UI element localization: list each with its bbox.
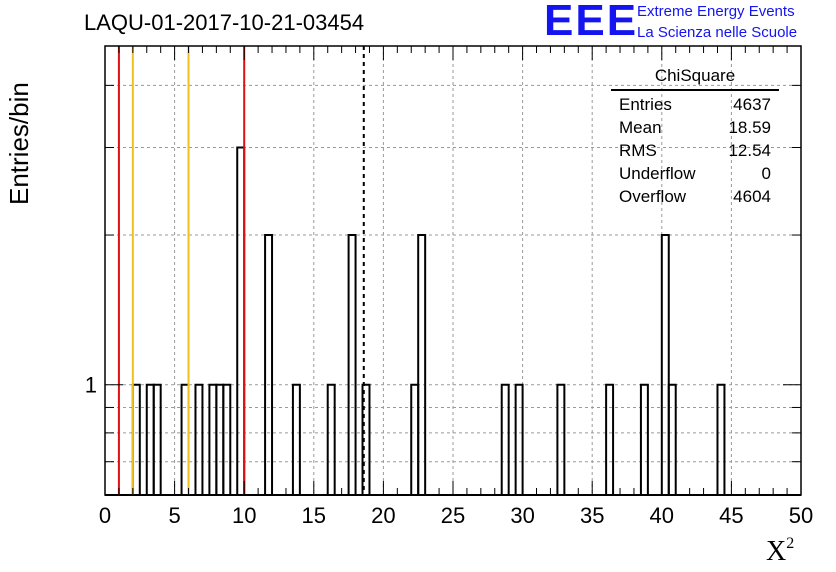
histogram-bin <box>660 234 670 495</box>
y-tick-label: 1 <box>85 373 97 398</box>
x-tick-label: 20 <box>371 503 395 528</box>
histogram-bin <box>131 383 141 495</box>
x-tick-label: 35 <box>580 503 604 528</box>
chart-title: LAQU-01-2017-10-21-03454 <box>84 10 365 35</box>
stats-value: 12.54 <box>728 141 771 160</box>
x-tick-label: 15 <box>302 503 326 528</box>
logo-line-2: La Scienza nelle Scuole <box>637 24 798 41</box>
stats-row-underflow: Underflow 0 <box>611 162 779 185</box>
histogram-bin <box>215 383 225 495</box>
stats-row-overflow: Overflow 4604 <box>611 185 779 208</box>
x-tick-label: 5 <box>168 503 180 528</box>
logo-line-1: Extreme Energy Events <box>637 3 795 20</box>
histogram-bin <box>556 383 566 495</box>
stats-value: 4604 <box>733 187 771 206</box>
stats-box-name: ChiSquare <box>611 66 779 91</box>
stats-value: 4637 <box>733 95 771 114</box>
histogram-bin <box>236 146 246 495</box>
x-tick-label: 10 <box>232 503 256 528</box>
histogram-bin <box>361 383 371 495</box>
x-axis-label-superscript: 2 <box>786 534 795 552</box>
stats-label: Entries <box>619 95 672 114</box>
stats-label: Mean <box>619 118 662 137</box>
histogram-bin <box>152 383 162 495</box>
stats-label: Overflow <box>619 187 687 206</box>
y-axis-label: Entries/bin <box>4 82 34 205</box>
stats-row-rms: RMS 12.54 <box>611 139 779 162</box>
stats-label: Underflow <box>619 164 696 183</box>
x-tick-label: 45 <box>719 503 743 528</box>
histogram-bin <box>500 383 510 495</box>
histogram-bin <box>605 383 615 495</box>
stats-value: 0 <box>761 164 771 183</box>
x-tick-label: 40 <box>650 503 674 528</box>
x-tick-label: 30 <box>510 503 534 528</box>
x-tick-label: 50 <box>789 503 813 528</box>
histogram-bin <box>194 383 204 495</box>
histogram-bin <box>410 383 420 495</box>
histogram-bin <box>716 383 726 495</box>
histogram-bin <box>514 383 524 495</box>
histogram-bin <box>639 383 649 495</box>
stats-box: ChiSquare Entries 4637 Mean 18.59 RMS 12… <box>611 66 779 208</box>
x-axis-label-base: X <box>766 536 787 567</box>
eee-logo: EEE <box>544 0 639 45</box>
histogram-bin <box>264 234 274 495</box>
stats-value: 18.59 <box>728 118 771 137</box>
x-tick-label: 25 <box>441 503 465 528</box>
x-axis-label: X2 <box>766 534 795 568</box>
histogram-bin <box>291 383 301 495</box>
stats-row-entries: Entries 4637 <box>611 93 779 116</box>
histogram-bin <box>208 383 218 495</box>
histogram-bin <box>347 234 357 495</box>
histogram-bin <box>326 383 336 495</box>
stats-label: RMS <box>619 141 657 160</box>
histogram-bin <box>180 383 190 495</box>
histogram-bin <box>667 383 677 495</box>
x-tick-label: 0 <box>99 503 111 528</box>
histogram-bin <box>222 383 232 495</box>
stats-row-mean: Mean 18.59 <box>611 116 779 139</box>
histogram-bin <box>417 234 427 495</box>
histogram-bin <box>145 383 155 495</box>
